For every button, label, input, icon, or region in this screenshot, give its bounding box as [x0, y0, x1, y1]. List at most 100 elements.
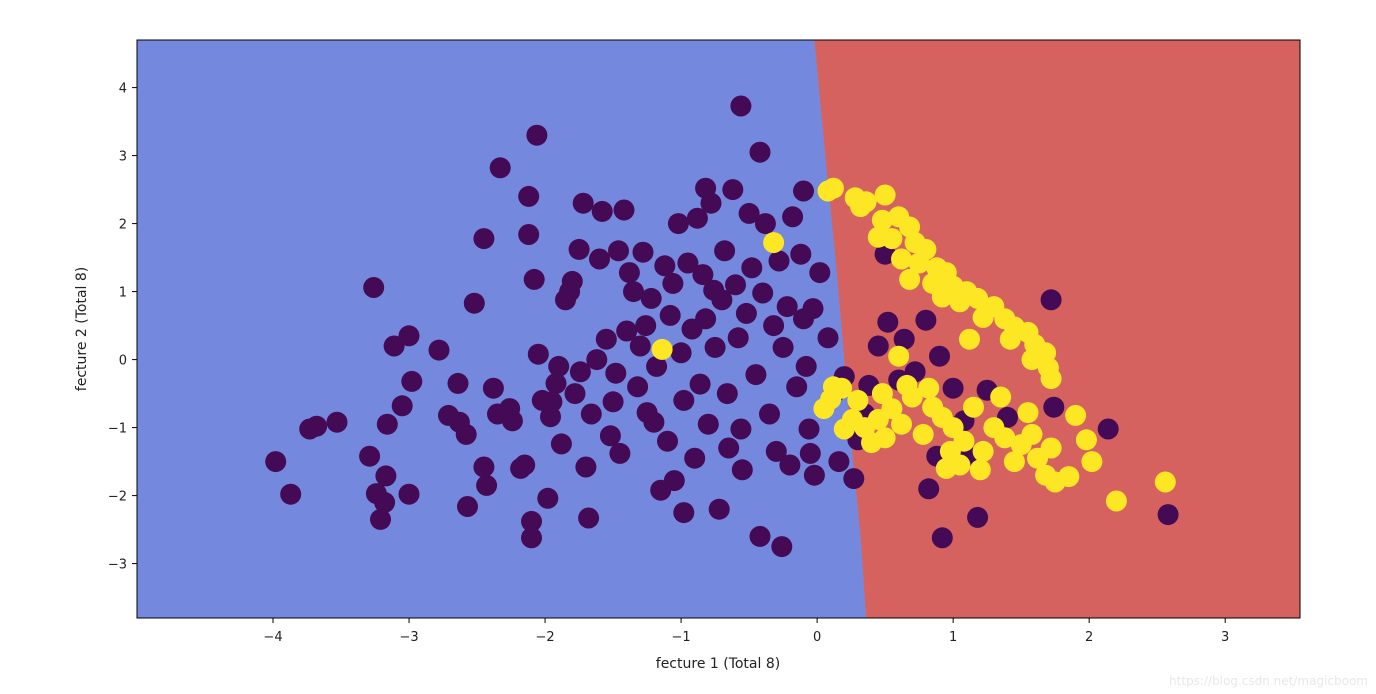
- point-series-0: [667, 213, 689, 235]
- point-series-0: [1040, 289, 1062, 311]
- watermark: https://blog.csdn.net/magicboom: [1169, 674, 1368, 688]
- point-series-1: [847, 389, 869, 411]
- point-series-0: [765, 440, 787, 462]
- point-series-1: [1154, 471, 1176, 493]
- point-series-0: [646, 355, 668, 377]
- y-tick-label: −1: [108, 422, 127, 437]
- data-points: [265, 95, 1179, 558]
- point-series-0: [692, 264, 714, 286]
- point-series-1: [963, 396, 984, 418]
- point-series-0: [697, 413, 719, 435]
- y-tick-label: −2: [108, 490, 127, 505]
- point-series-1: [1058, 466, 1080, 488]
- point-series-1: [908, 252, 930, 274]
- point-series-0: [1157, 504, 1179, 526]
- point-series-0: [586, 349, 608, 371]
- point-series-0: [741, 257, 763, 279]
- point-series-1: [899, 268, 921, 290]
- point-series-0: [521, 510, 542, 532]
- y-tick-label: 1: [119, 286, 127, 301]
- point-series-0: [489, 157, 511, 179]
- point-series-1: [949, 291, 971, 313]
- point-series-0: [569, 361, 591, 383]
- point-series-1: [918, 377, 940, 399]
- point-series-0: [942, 377, 964, 399]
- point-series-0: [613, 199, 635, 221]
- point-series-0: [730, 95, 752, 117]
- point-series-0: [599, 425, 621, 447]
- point-series-0: [514, 454, 536, 476]
- point-series-0: [370, 508, 391, 530]
- point-series-0: [745, 364, 767, 386]
- point-series-0: [754, 213, 776, 235]
- point-series-1: [763, 232, 785, 254]
- point-series-0: [575, 456, 597, 478]
- x-tick-label: −2: [535, 630, 554, 645]
- x-tick-label: −4: [263, 630, 282, 645]
- point-series-0: [518, 185, 540, 207]
- point-series-0: [749, 525, 771, 547]
- point-series-0: [518, 224, 540, 245]
- point-series-0: [306, 415, 328, 437]
- point-series-0: [918, 478, 940, 500]
- point-series-0: [738, 202, 760, 224]
- point-series-0: [716, 383, 738, 405]
- point-series-0: [629, 335, 651, 357]
- y-axis: −3 −2 −1 0 1 2 3 4: [108, 82, 137, 573]
- point-series-0: [564, 383, 586, 405]
- point-series-0: [548, 355, 570, 377]
- point-series-1: [1040, 437, 1062, 459]
- point-series-0: [568, 238, 590, 260]
- point-series-1: [1065, 404, 1087, 426]
- point-series-0: [877, 311, 899, 333]
- point-series-0: [809, 262, 831, 284]
- point-series-0: [799, 442, 821, 464]
- point-series-1: [959, 328, 980, 350]
- point-series-1: [896, 374, 918, 396]
- point-series-0: [359, 445, 381, 467]
- point-series-0: [363, 277, 385, 298]
- point-series-0: [476, 474, 498, 496]
- point-series-1: [888, 345, 910, 367]
- point-series-0: [967, 506, 989, 528]
- point-series-0: [572, 192, 594, 214]
- point-series-0: [663, 470, 685, 492]
- point-series-0: [843, 468, 865, 490]
- point-series-0: [643, 411, 665, 433]
- point-series-0: [798, 418, 820, 440]
- point-series-0: [618, 262, 640, 284]
- point-series-1: [1021, 423, 1043, 445]
- point-series-0: [578, 507, 600, 529]
- point-series-0: [673, 502, 695, 524]
- point-series-0: [803, 464, 825, 486]
- point-series-1: [1021, 349, 1043, 371]
- point-series-0: [795, 355, 817, 377]
- point-series-0: [526, 124, 548, 146]
- point-series-0: [428, 339, 450, 361]
- point-series-0: [695, 177, 717, 199]
- point-series-0: [580, 403, 602, 425]
- point-series-1: [871, 383, 893, 405]
- point-series-0: [537, 487, 559, 509]
- y-tick-label: 0: [119, 354, 127, 369]
- point-series-0: [398, 325, 420, 347]
- x-tick-label: 3: [1221, 630, 1229, 645]
- point-series-1: [939, 440, 961, 462]
- x-tick-label: −3: [399, 630, 418, 645]
- point-series-1: [912, 423, 934, 445]
- point-series-0: [689, 373, 711, 395]
- point-series-1: [994, 427, 1016, 449]
- point-series-1: [833, 418, 855, 440]
- point-series-1: [874, 427, 896, 449]
- point-series-1: [1105, 490, 1127, 512]
- point-series-0: [654, 255, 676, 277]
- point-series-0: [595, 328, 617, 350]
- point-series-0: [541, 391, 563, 413]
- point-series-1: [822, 376, 844, 398]
- point-series-0: [463, 292, 485, 314]
- point-series-1: [967, 287, 989, 309]
- point-series-0: [718, 437, 740, 459]
- point-series-0: [326, 411, 348, 433]
- point-series-1: [972, 306, 994, 328]
- y-tick-label: 3: [119, 150, 127, 165]
